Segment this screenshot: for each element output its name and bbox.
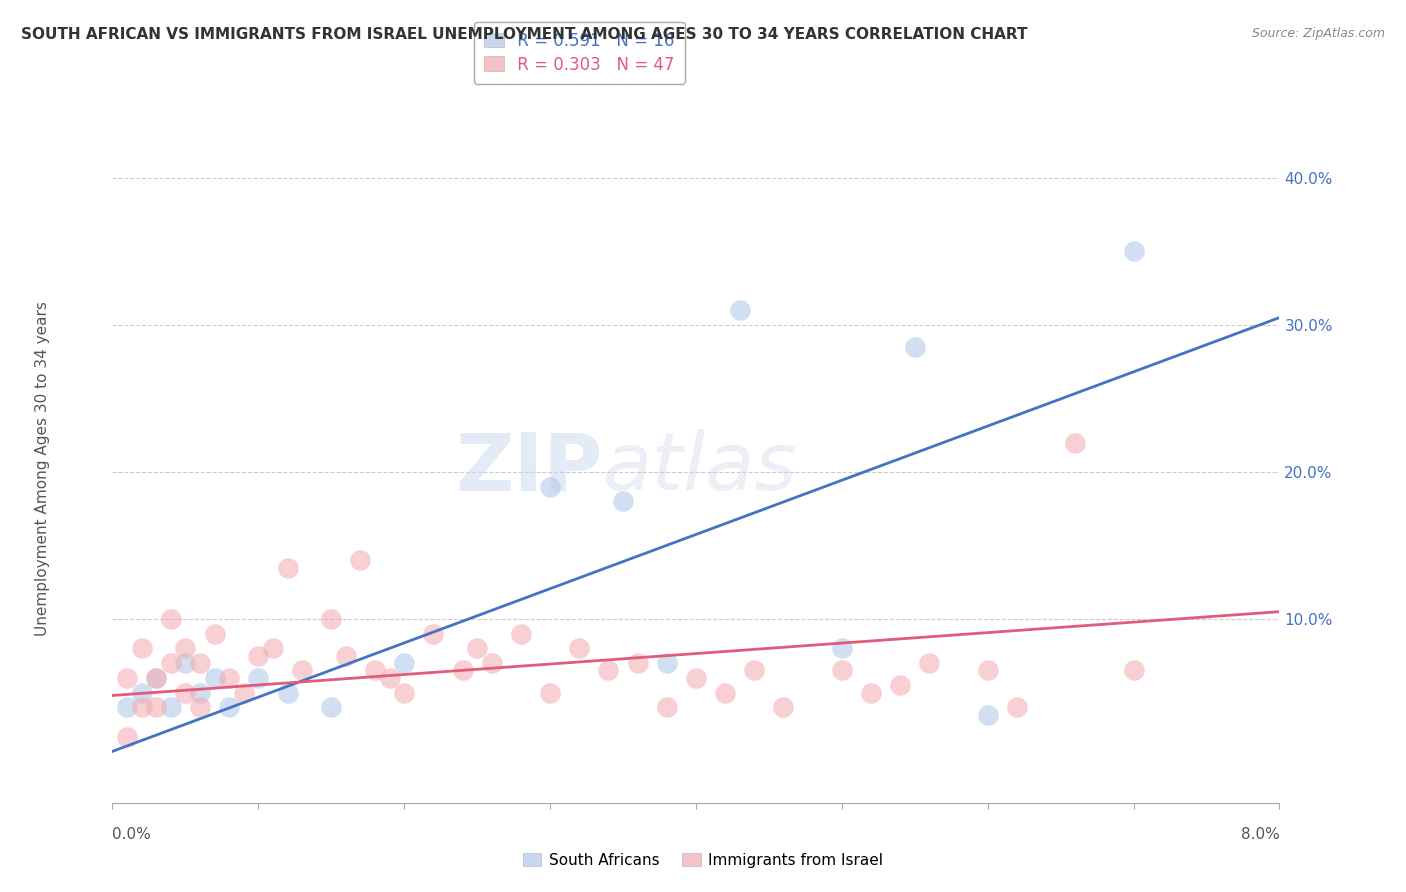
Point bbox=[568, 641, 591, 656]
Point bbox=[160, 656, 183, 670]
Point bbox=[1122, 664, 1144, 678]
Point bbox=[145, 671, 167, 685]
Point bbox=[976, 664, 998, 678]
Point bbox=[262, 641, 284, 656]
Point bbox=[859, 685, 883, 699]
Point bbox=[538, 480, 561, 494]
Point bbox=[160, 612, 183, 626]
Point bbox=[831, 664, 853, 678]
Point bbox=[598, 664, 620, 678]
Point bbox=[218, 671, 240, 685]
Text: ZIP: ZIP bbox=[456, 429, 603, 508]
Point bbox=[655, 700, 678, 714]
Point bbox=[188, 656, 211, 670]
Point bbox=[204, 671, 226, 685]
Text: atlas: atlas bbox=[603, 429, 797, 508]
Point bbox=[904, 340, 927, 354]
Point bbox=[247, 648, 270, 663]
Point bbox=[247, 671, 270, 685]
Point bbox=[321, 612, 343, 626]
Point bbox=[174, 656, 197, 670]
Text: SOUTH AFRICAN VS IMMIGRANTS FROM ISRAEL UNEMPLOYMENT AMONG AGES 30 TO 34 YEARS C: SOUTH AFRICAN VS IMMIGRANTS FROM ISRAEL … bbox=[21, 27, 1028, 42]
Point bbox=[204, 626, 226, 640]
Point bbox=[174, 641, 197, 656]
Point bbox=[655, 656, 678, 670]
Point bbox=[349, 553, 371, 567]
Point bbox=[174, 685, 197, 699]
Point bbox=[392, 656, 416, 670]
Point bbox=[160, 700, 183, 714]
Point bbox=[481, 656, 503, 670]
Point bbox=[232, 685, 254, 699]
Point bbox=[188, 685, 211, 699]
Point bbox=[1005, 700, 1028, 714]
Point bbox=[321, 700, 343, 714]
Point bbox=[392, 685, 416, 699]
Point bbox=[276, 560, 298, 574]
Point bbox=[291, 664, 314, 678]
Legend:  R = 0.591   N = 16,  R = 0.303   N = 47: R = 0.591 N = 16, R = 0.303 N = 47 bbox=[474, 21, 685, 84]
Text: Unemployment Among Ages 30 to 34 years: Unemployment Among Ages 30 to 34 years bbox=[35, 301, 51, 636]
Point bbox=[115, 730, 138, 744]
Point bbox=[831, 641, 853, 656]
Point bbox=[465, 641, 488, 656]
Text: 8.0%: 8.0% bbox=[1240, 827, 1279, 841]
Point bbox=[538, 685, 561, 699]
Text: Source: ZipAtlas.com: Source: ZipAtlas.com bbox=[1251, 27, 1385, 40]
Point bbox=[422, 626, 444, 640]
Point bbox=[1122, 244, 1144, 259]
Point bbox=[451, 664, 474, 678]
Point bbox=[364, 664, 387, 678]
Point bbox=[918, 656, 941, 670]
Point bbox=[145, 671, 167, 685]
Point bbox=[276, 685, 298, 699]
Point bbox=[131, 700, 153, 714]
Point bbox=[728, 303, 751, 318]
Point bbox=[889, 678, 911, 692]
Point bbox=[131, 641, 153, 656]
Point bbox=[626, 656, 648, 670]
Point bbox=[1064, 435, 1087, 450]
Point bbox=[115, 700, 138, 714]
Point bbox=[131, 685, 153, 699]
Point bbox=[714, 685, 737, 699]
Point bbox=[772, 700, 794, 714]
Legend: South Africans, Immigrants from Israel: South Africans, Immigrants from Israel bbox=[515, 845, 891, 875]
Point bbox=[742, 664, 765, 678]
Point bbox=[218, 700, 240, 714]
Point bbox=[509, 626, 531, 640]
Text: 0.0%: 0.0% bbox=[112, 827, 152, 841]
Point bbox=[145, 700, 167, 714]
Point bbox=[335, 648, 357, 663]
Point bbox=[115, 671, 138, 685]
Point bbox=[976, 707, 998, 722]
Point bbox=[612, 494, 634, 508]
Point bbox=[188, 700, 211, 714]
Point bbox=[378, 671, 401, 685]
Point bbox=[685, 671, 707, 685]
